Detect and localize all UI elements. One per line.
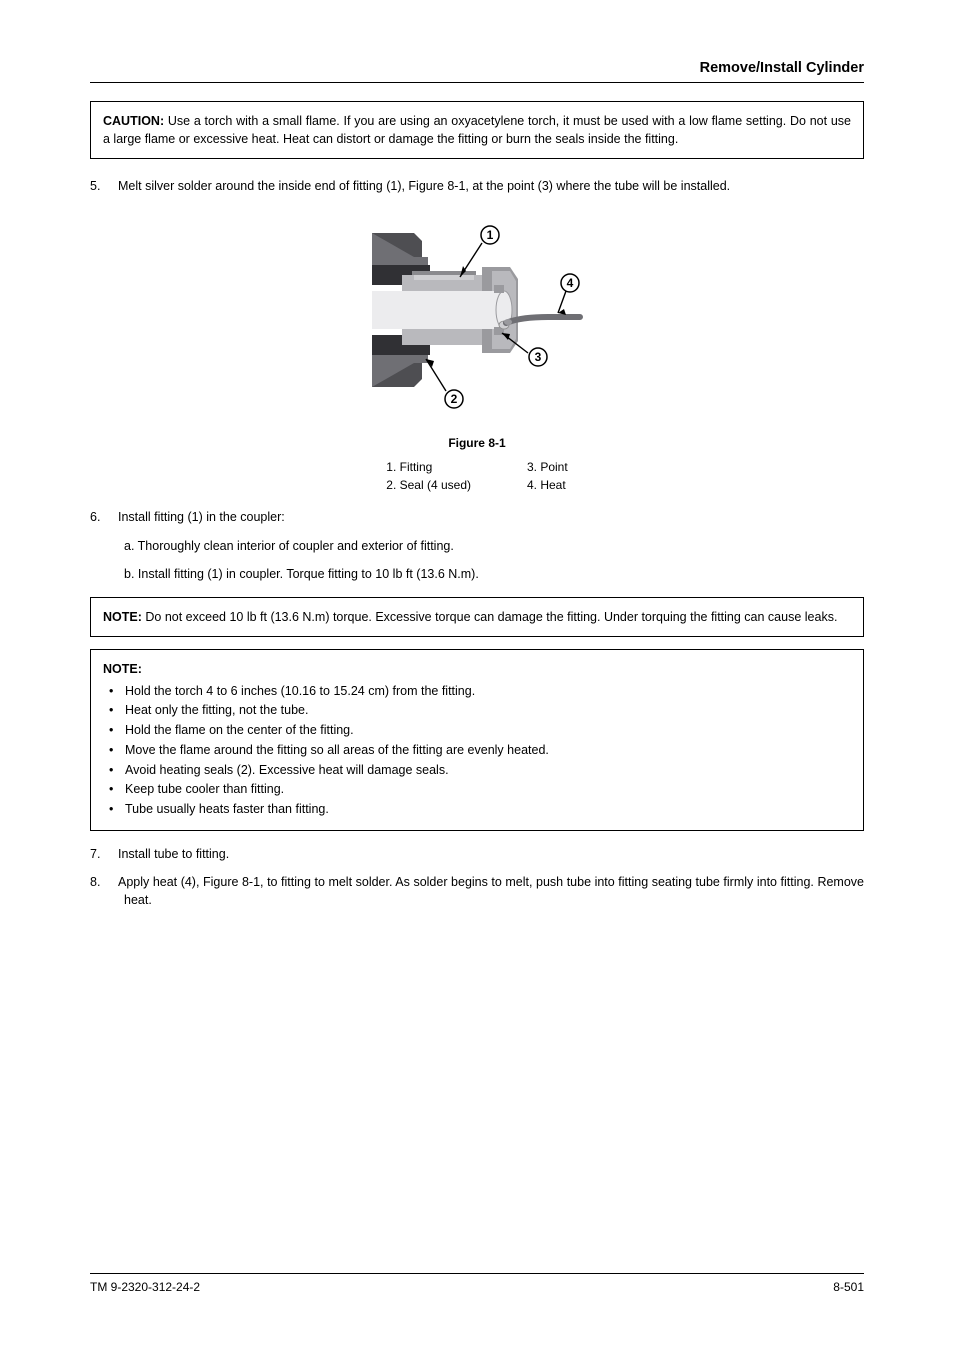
callout-4-label: 4 [567,276,574,290]
step-6: 6.Install fitting (1) in the coupler: [90,508,864,526]
step-8-num: 8. [90,873,118,891]
footer-right: 8-501 [833,1280,864,1294]
note2-label: NOTE: [103,660,851,679]
note2-item: Tube usually heats faster than fitting. [125,800,851,819]
caution-box: CAUTION: Use a torch with a small flame.… [90,101,864,159]
footer-left: TM 9-2320-312-24-2 [90,1280,200,1294]
header-right: Remove/Install Cylinder [90,60,864,76]
step-8-text: Apply heat (4), Figure 8-1, to fitting t… [118,875,864,907]
callouts-left: 1. Fitting 2. Seal (4 used) [386,458,471,494]
step-7-num: 7. [90,845,118,863]
figure-8-1: 1 2 3 4 [90,205,864,430]
step-6-num: 6. [90,508,118,526]
step-5-text: Melt silver solder around the inside end… [118,179,730,193]
figure-callouts: 1. Fitting 2. Seal (4 used) 3. Point 4. … [90,458,864,494]
caution-text: Use a torch with a small flame. If you a… [103,114,851,146]
caution-label: CAUTION: [103,114,164,128]
note2-item: Keep tube cooler than fitting. [125,780,851,799]
step-5-num: 5. [90,177,118,195]
step-7: 7.Install tube to fitting. [90,845,864,863]
step-6a: a. Thoroughly clean interior of coupler … [90,537,864,555]
note2-item: Heat only the fitting, not the tube. [125,701,851,720]
note1-label: NOTE: [103,610,142,624]
header-rule [90,82,864,83]
note2-list: Hold the torch 4 to 6 inches (10.16 to 1… [103,682,851,819]
callout-1: 1. Fitting [386,458,471,476]
callouts-right: 3. Point 4. Heat [527,458,568,494]
note-box-2: NOTE: Hold the torch 4 to 6 inches (10.1… [90,649,864,831]
step-5: 5.Melt silver solder around the inside e… [90,177,864,195]
note2-item: Hold the torch 4 to 6 inches (10.16 to 1… [125,682,851,701]
callout-1-label: 1 [487,228,494,242]
callout-2: 2. Seal (4 used) [386,476,471,494]
note1-text: Do not exceed 10 lb ft (13.6 N.m) torque… [142,610,838,624]
page-footer: TM 9-2320-312-24-2 8-501 [90,1273,864,1294]
step-8: 8.Apply heat (4), Figure 8-1, to fitting… [90,873,864,909]
note2-item: Move the flame around the fitting so all… [125,741,851,760]
fitting-diagram-svg: 1 2 3 4 [342,205,612,425]
step-6b: b. Install fitting (1) in coupler. Torqu… [90,565,864,583]
step-7-text: Install tube to fitting. [118,847,229,861]
note2-item: Avoid heating seals (2). Excessive heat … [125,761,851,780]
callout-3-label: 3 [535,350,542,364]
note-box-1: NOTE: Do not exceed 10 lb ft (13.6 N.m) … [90,597,864,637]
figure-caption: Figure 8-1 [90,436,864,450]
callout-4: 4. Heat [527,476,568,494]
step-6-text: Install fitting (1) in the coupler: [118,510,285,524]
note2-item: Hold the flame on the center of the fitt… [125,721,851,740]
callout-3: 3. Point [527,458,568,476]
footer-rule [90,1273,864,1274]
callout-2-label: 2 [451,392,458,406]
